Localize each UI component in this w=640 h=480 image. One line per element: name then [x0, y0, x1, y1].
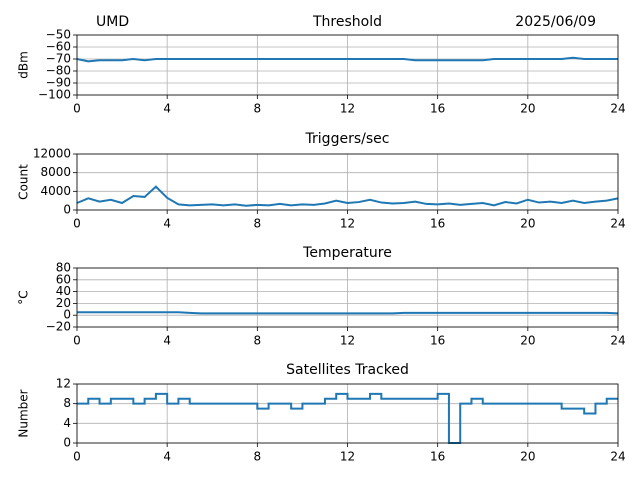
x-tick-label: 0: [73, 334, 81, 348]
y-tick-label: 0: [63, 203, 71, 217]
x-tick-label: 4: [163, 102, 171, 116]
y-tick-label: −50: [46, 28, 71, 42]
axes-frame: [76, 267, 619, 328]
y-axis-label: dBm: [17, 51, 31, 79]
y-tick-label: −60: [46, 40, 71, 54]
y-tick-label: −80: [46, 64, 71, 78]
x-tick-label: 24: [610, 217, 625, 231]
annotation: 2025/06/09: [515, 14, 596, 30]
x-tick-label: 16: [430, 334, 445, 348]
x-tick-label: 20: [520, 334, 535, 348]
x-tick-label: 16: [430, 102, 445, 116]
y-tick-label: 12000: [33, 147, 71, 161]
data-line: [77, 311, 619, 315]
x-tick-label: 12: [340, 217, 355, 231]
x-tick-label: 4: [163, 217, 171, 231]
x-tick-label: 0: [73, 217, 81, 231]
y-tick-label: 0: [63, 308, 71, 322]
chart-title: Satellites Tracked: [286, 362, 409, 378]
x-tick-label: 24: [610, 450, 625, 464]
x-tick-label: 12: [340, 334, 355, 348]
y-tick-label: −100: [38, 88, 71, 102]
axes-frame: [76, 153, 619, 211]
data-line: [77, 392, 618, 444]
y-axis-label: °C: [17, 290, 31, 304]
y-tick-label: −70: [46, 52, 71, 66]
data-line: [76, 56, 618, 63]
y-axis-label: Number: [17, 389, 31, 437]
y-tick-label: 12: [56, 377, 71, 391]
y-axis-label: Count: [17, 164, 31, 200]
data-line: [76, 185, 619, 207]
y-tick-label: 4000: [40, 184, 71, 198]
x-tick-label: 24: [610, 334, 625, 348]
y-tick-label: 8: [63, 396, 71, 410]
x-tick-label: 20: [520, 102, 535, 116]
x-tick-label: 12: [340, 102, 355, 116]
y-tick-label: 60: [56, 272, 71, 286]
chart-title: Threshold: [312, 14, 382, 30]
x-tick-label: 8: [254, 334, 262, 348]
x-tick-label: 4: [163, 334, 171, 348]
x-tick-label: 12: [340, 450, 355, 464]
x-tick-label: 20: [520, 217, 535, 231]
y-tick-label: 80: [56, 261, 71, 275]
x-tick-label: 16: [430, 217, 445, 231]
x-tick-label: 24: [610, 102, 625, 116]
y-tick-label: 20: [56, 296, 71, 310]
axes-frame: [76, 34, 619, 96]
x-tick-label: 8: [254, 217, 262, 231]
chart-title: Triggers/sec: [305, 131, 390, 147]
y-tick-label: 40: [56, 284, 71, 298]
x-tick-label: 0: [73, 450, 81, 464]
y-tick-label: 8000: [40, 165, 71, 179]
chart-title: Temperature: [302, 245, 392, 261]
y-tick-label: −90: [46, 76, 71, 90]
x-tick-label: 8: [254, 450, 262, 464]
annotation: UMD: [96, 14, 129, 30]
x-tick-label: 8: [254, 102, 262, 116]
x-tick-label: 4: [163, 450, 171, 464]
y-tick-label: 4: [63, 416, 71, 430]
y-tick-label: 0: [63, 436, 71, 450]
axes-frame: [76, 383, 619, 444]
x-tick-label: 16: [430, 450, 445, 464]
y-tick-label: −20: [46, 320, 71, 334]
x-tick-label: 20: [520, 450, 535, 464]
x-tick-label: 0: [73, 102, 81, 116]
